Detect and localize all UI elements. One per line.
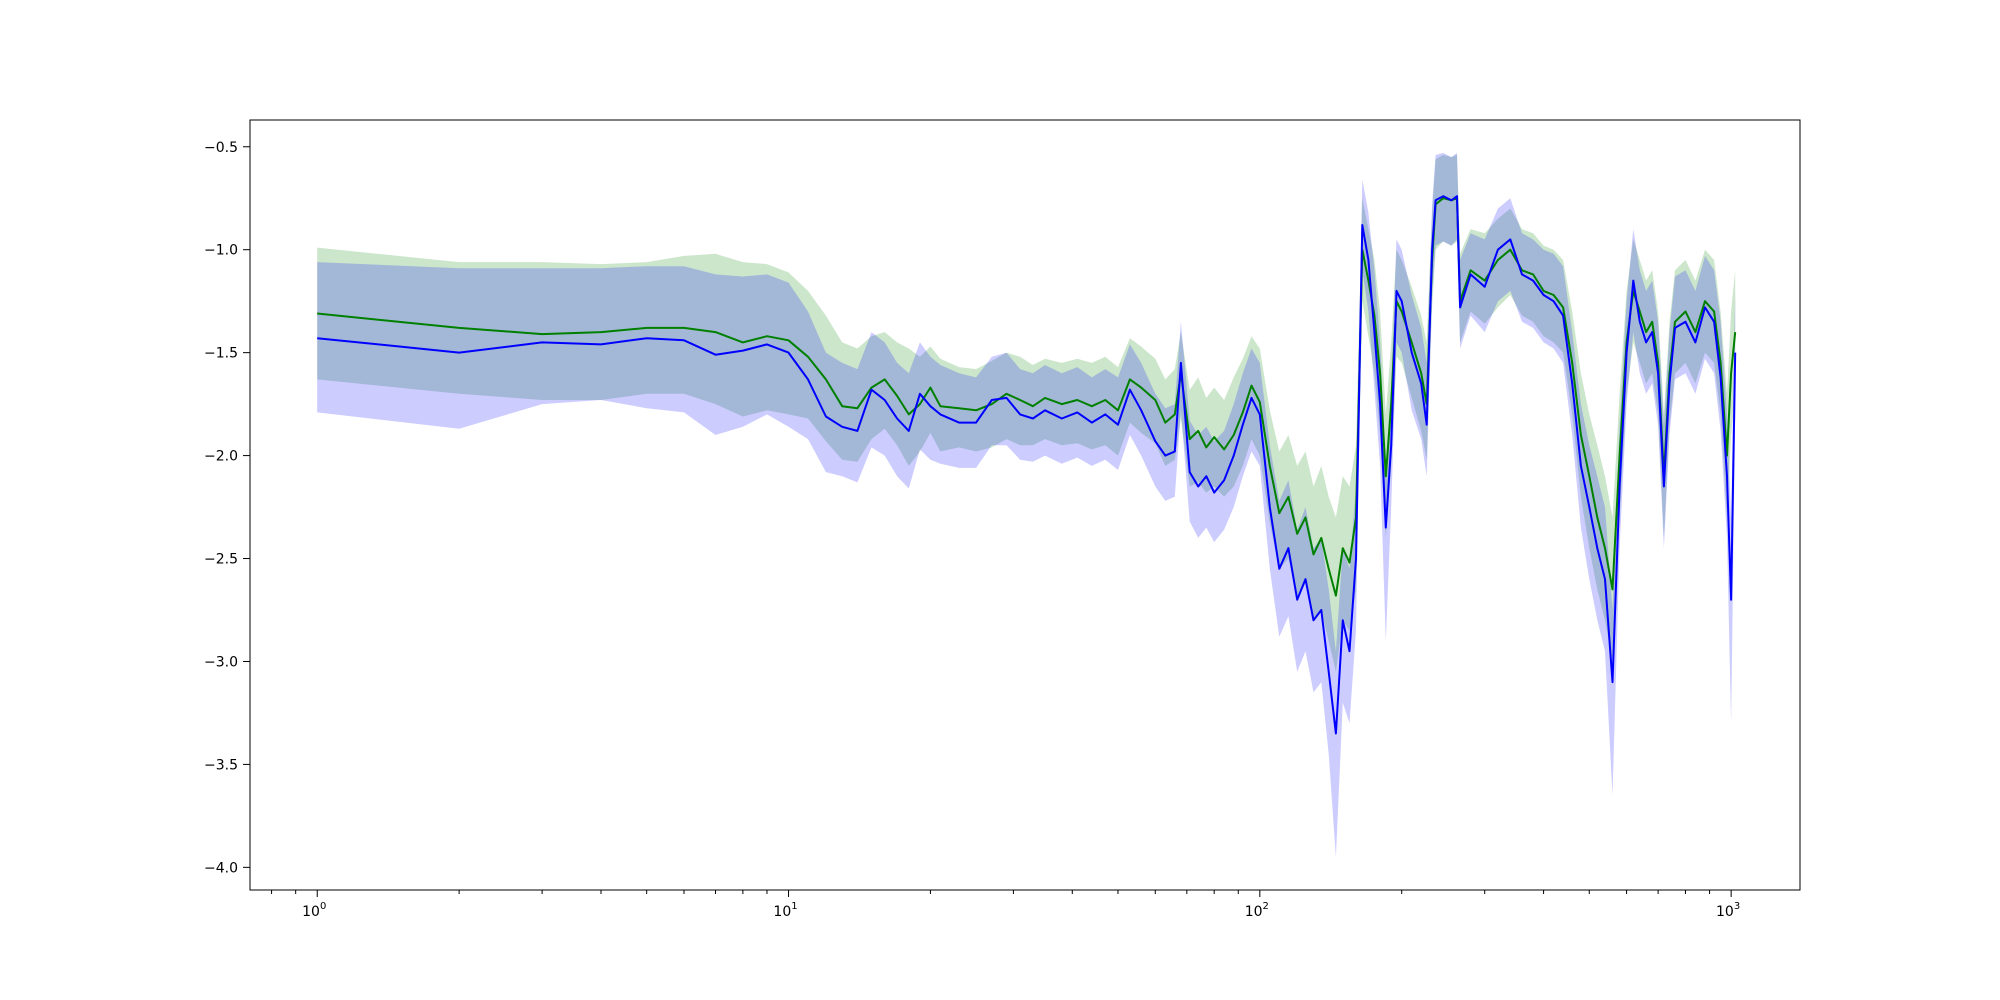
series-lines	[317, 195, 1737, 735]
y-tick-label: −1.5	[204, 346, 238, 362]
plot-frame	[249, 119, 1801, 891]
series-1-band	[317, 155, 1736, 672]
x-tick-label: 101	[773, 901, 797, 920]
x-tick-label: 103	[1716, 901, 1740, 920]
y-tick-label: −1.0	[204, 243, 238, 259]
y-tick-label: −2.5	[204, 552, 238, 568]
y-axis: −0.5 −1.0 −1.5 −2.0 −2.5 −3.0 −3.5 −4.0	[204, 140, 250, 876]
series-1-line	[317, 197, 1737, 597]
x-tick-label: 100	[302, 901, 326, 920]
y-tick-label: −3.0	[204, 654, 238, 670]
y-tick-label: −0.5	[204, 140, 238, 156]
confidence-bands	[317, 152, 1736, 858]
series-2-band	[317, 152, 1736, 858]
y-tick-label: −3.5	[204, 757, 238, 773]
x-tick-label: 102	[1245, 901, 1269, 920]
series-2-line	[317, 195, 1737, 735]
y-tick-label: −2.0	[204, 449, 238, 465]
x-axis: 100 101 102 103	[271, 890, 1740, 920]
y-tick-label: −4.0	[204, 860, 238, 876]
